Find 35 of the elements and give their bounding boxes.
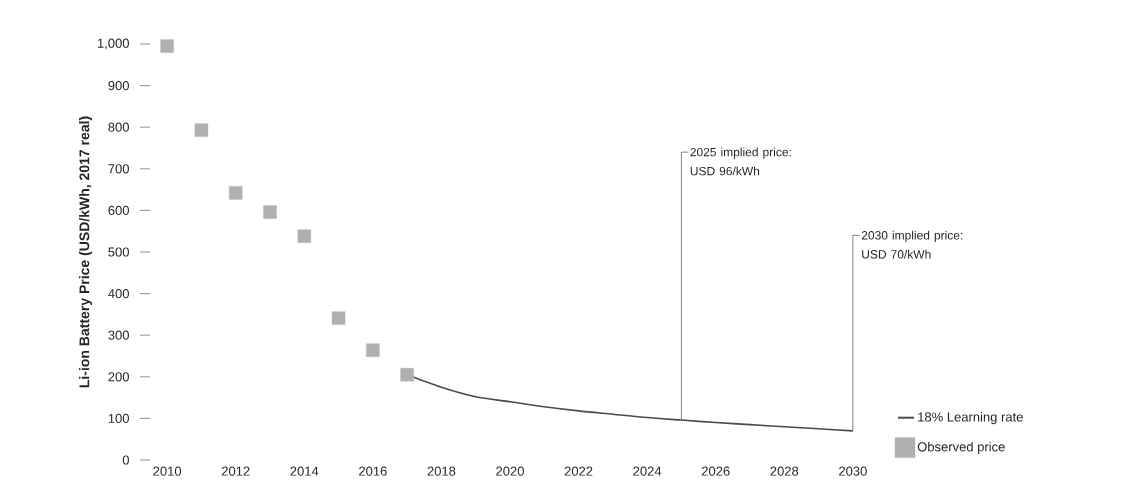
legend-label: 18% Learning rate — [918, 412, 1023, 425]
y-tick-label: 0 — [122, 455, 129, 465]
point — [263, 205, 277, 219]
x-tick-label: 2022 — [564, 466, 593, 476]
point — [331, 311, 346, 325]
x-tick-label: 2012 — [221, 466, 250, 476]
y-tick-label: 300 — [108, 330, 129, 340]
y-axis-title: Li-ion Battery Price (USD/kWh, 2017 real) — [79, 116, 93, 388]
y-tick-label: 600 — [108, 205, 129, 215]
x-tick-label: 2010 — [153, 466, 182, 476]
y-tick-label: 1,000 — [97, 38, 129, 50]
x-tick-label: 2020 — [496, 466, 524, 476]
y-tick-label: 100 — [108, 413, 129, 423]
annotation: 2030 implied price: USD 70/kWh — [861, 230, 963, 259]
x-tick-label: 2016 — [359, 466, 387, 476]
x-tick-label: 2018 — [427, 466, 456, 476]
x-tick-label: 2026 — [701, 466, 730, 476]
point — [297, 229, 311, 243]
y-tick-label: 700 — [108, 164, 129, 174]
x-tick-label: 2024 — [633, 466, 662, 476]
point — [194, 123, 209, 137]
point — [229, 186, 243, 200]
legend-label: Observed price — [917, 441, 1005, 455]
y-tick-label: 200 — [108, 372, 129, 382]
y-tick-label: 500 — [108, 247, 129, 257]
x-tick-label: 2014 — [290, 466, 319, 476]
y-tick-label: 400 — [108, 288, 129, 299]
y-tick-label: 900 — [108, 80, 129, 91]
point — [400, 368, 414, 382]
annotation: 2025 implied price: USD 96/kWh — [690, 147, 791, 176]
x-tick-label: 2028 — [770, 466, 799, 476]
point — [366, 343, 380, 357]
y-tick-label: 800 — [108, 122, 129, 132]
point — [160, 39, 174, 53]
x-tick-label: 2030 — [839, 466, 867, 476]
